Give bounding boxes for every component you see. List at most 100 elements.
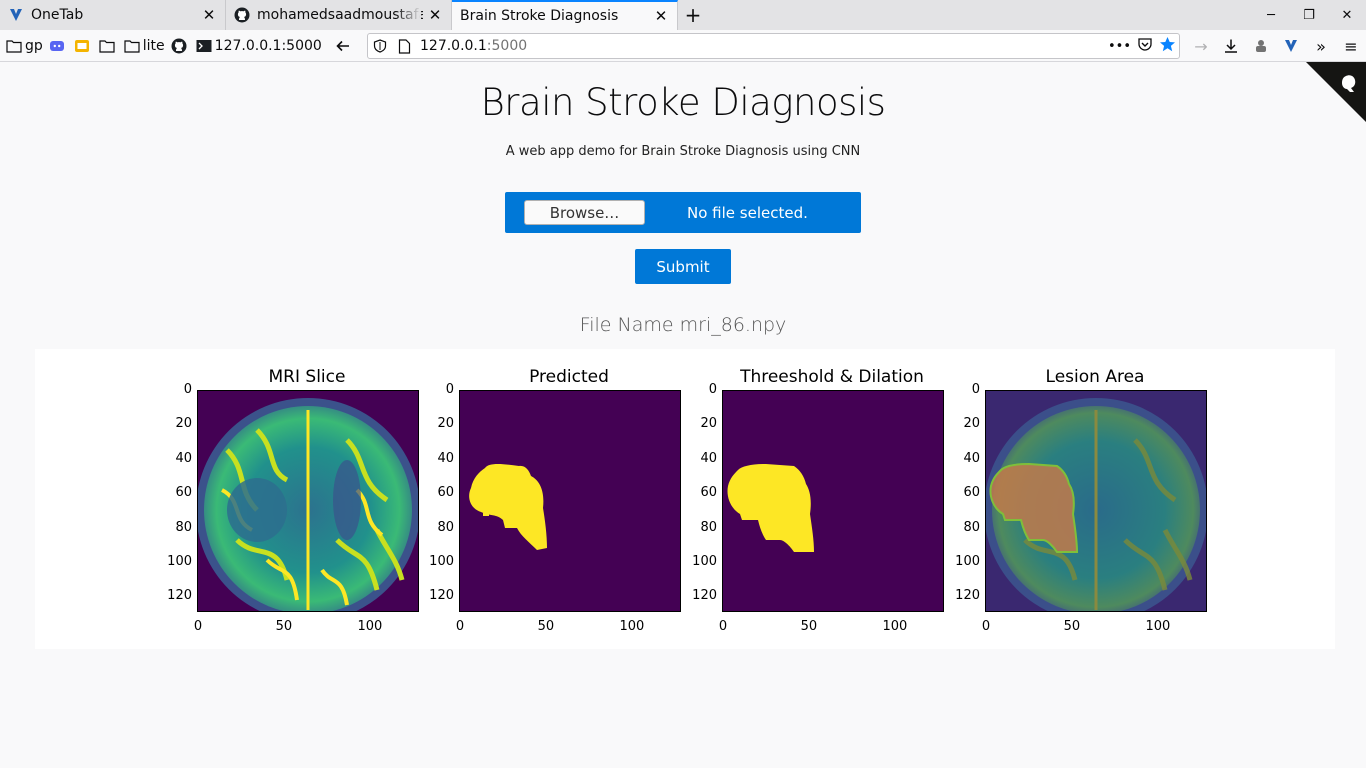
bookmark-gp[interactable]: gp: [3, 34, 46, 58]
tab-title: Brain Stroke Diagnosis: [460, 8, 619, 24]
pocket-icon[interactable]: [1137, 36, 1153, 56]
restore-icon[interactable]: ❐: [1303, 7, 1315, 23]
file-status: No file selected.: [687, 203, 808, 222]
tab-github[interactable]: mohamedsaadmoustafa/ ✕: [226, 0, 452, 30]
toolbar-right: → » ≡: [1186, 30, 1366, 62]
folder-icon: [6, 38, 22, 54]
x-tick-label: 50: [800, 619, 818, 634]
page-icon[interactable]: [392, 34, 416, 58]
y-tick-label: 120: [167, 588, 192, 604]
terminal-icon: [196, 38, 212, 54]
url-bar[interactable]: 127.0.0.1:5000 •••: [367, 33, 1180, 59]
shield-icon[interactable]: [368, 34, 392, 58]
close-tab-icon[interactable]: ✕: [428, 6, 442, 24]
x-tick-label: 0: [193, 619, 203, 634]
bookmark-github[interactable]: [168, 34, 193, 58]
onetab-icon[interactable]: [1276, 31, 1306, 61]
tab-strip: OneTab ✕ mohamedsaadmoustafa/ ✕ Brain St…: [0, 0, 1366, 30]
bookmark-star-icon[interactable]: [1159, 36, 1176, 57]
back-arrow-icon: [336, 40, 349, 51]
panel-title-threshold: Threeshold & Dilation: [740, 367, 924, 387]
minimize-icon[interactable]: ─: [1267, 7, 1275, 23]
y-tick-label: 120: [955, 588, 980, 604]
mri-slice-image: [197, 390, 419, 612]
github-icon: [234, 7, 250, 23]
y-tick-label: 100: [692, 553, 717, 569]
y-tick-label: 100: [955, 553, 980, 569]
x-tick-label: 0: [718, 619, 728, 634]
x-tick-label: 0: [455, 619, 465, 634]
panel-title-lesion: Lesion Area: [1045, 367, 1145, 387]
folder-icon: [124, 38, 140, 54]
x-tick-label: 0: [981, 619, 991, 634]
file-input[interactable]: Browse… No file selected.: [505, 192, 861, 233]
onetab-icon: [8, 7, 24, 23]
page-content: Brain Stroke Diagnosis A web app demo fo…: [0, 62, 1366, 768]
back-button[interactable]: [329, 32, 357, 60]
bookmark-localhost[interactable]: 127.0.0.1:5000: [193, 34, 325, 58]
predicted-mask-image: [459, 390, 681, 612]
url-text[interactable]: 127.0.0.1:5000: [420, 38, 528, 54]
hamburger-menu-icon[interactable]: ≡: [1344, 36, 1358, 56]
folder-icon: [99, 38, 115, 54]
y-tick-label: 20: [963, 416, 980, 432]
x-tick-label: 100: [357, 619, 383, 634]
bookmark-label: lite: [142, 37, 165, 54]
x-tick-label: 50: [275, 619, 293, 634]
browse-button[interactable]: Browse…: [524, 200, 645, 225]
file-name-label: File Name mri_86.npy: [579, 314, 787, 336]
page-actions-icon[interactable]: •••: [1107, 38, 1131, 54]
y-tick-label: 100: [429, 553, 454, 569]
y-tick-label: 40: [700, 450, 717, 466]
y-tick-label: 0: [708, 382, 717, 397]
lesion-area-image: [985, 390, 1207, 612]
x-tick-label: 100: [1145, 619, 1171, 634]
page-subtitle: A web app demo for Brain Stroke Diagnosi…: [505, 144, 861, 159]
submit-button[interactable]: Submit: [635, 249, 731, 284]
panel-title-predicted: Predicted: [529, 367, 609, 387]
x-tick-label: 50: [1063, 619, 1081, 634]
x-tick-label: 100: [619, 619, 645, 634]
bookmark-discord[interactable]: [46, 34, 71, 58]
nav-bar: gp lite 127.0.0.1:5000 127.0.0.1:5000 ••…: [0, 30, 1366, 62]
bookmark-slides[interactable]: [71, 34, 96, 58]
y-tick-label: 100: [167, 553, 192, 569]
y-tick-label: 60: [963, 485, 980, 501]
bookmark-label: 127.0.0.1:5000: [214, 37, 322, 54]
y-tick-label: 40: [437, 450, 454, 466]
github-icon: [171, 38, 187, 54]
slides-icon: [74, 38, 90, 54]
y-tick-label: 80: [963, 519, 980, 535]
tab-title: mohamedsaadmoustafa/: [257, 7, 423, 23]
extension-icon[interactable]: [1246, 31, 1276, 61]
page-title: Brain Stroke Diagnosis: [480, 81, 886, 124]
y-tick-label: 80: [175, 519, 192, 535]
overflow-chevron-icon[interactable]: »: [1316, 36, 1326, 56]
y-tick-label: 20: [700, 416, 717, 432]
tab-onetab[interactable]: OneTab ✕: [0, 0, 226, 30]
forward-arrow-icon[interactable]: →: [1194, 36, 1208, 56]
close-window-icon[interactable]: ✕: [1341, 7, 1353, 23]
x-tick-label: 50: [537, 619, 555, 634]
tab-brain-stroke[interactable]: Brain Stroke Diagnosis ✕: [452, 0, 678, 30]
y-tick-label: 20: [437, 416, 454, 432]
y-tick-label: 20: [175, 416, 192, 432]
y-tick-label: 40: [175, 450, 192, 466]
x-tick-label: 100: [882, 619, 908, 634]
github-corner-icon[interactable]: [1306, 62, 1366, 122]
close-tab-icon[interactable]: ✕: [202, 6, 216, 24]
tab-title: OneTab: [31, 7, 84, 23]
y-tick-label: 60: [175, 485, 192, 501]
download-icon[interactable]: [1216, 31, 1246, 61]
y-tick-label: 120: [692, 588, 717, 604]
y-tick-label: 60: [700, 485, 717, 501]
new-tab-button[interactable]: +: [684, 3, 702, 27]
bookmark-lite[interactable]: lite: [121, 34, 168, 58]
y-tick-label: 80: [437, 519, 454, 535]
close-tab-icon[interactable]: ✕: [654, 7, 668, 25]
discord-icon: [49, 38, 65, 54]
y-tick-label: 80: [700, 519, 717, 535]
bookmark-folder[interactable]: [96, 34, 121, 58]
panel-title-mri: MRI Slice: [268, 367, 346, 387]
dilated-mask-image: [722, 390, 944, 612]
